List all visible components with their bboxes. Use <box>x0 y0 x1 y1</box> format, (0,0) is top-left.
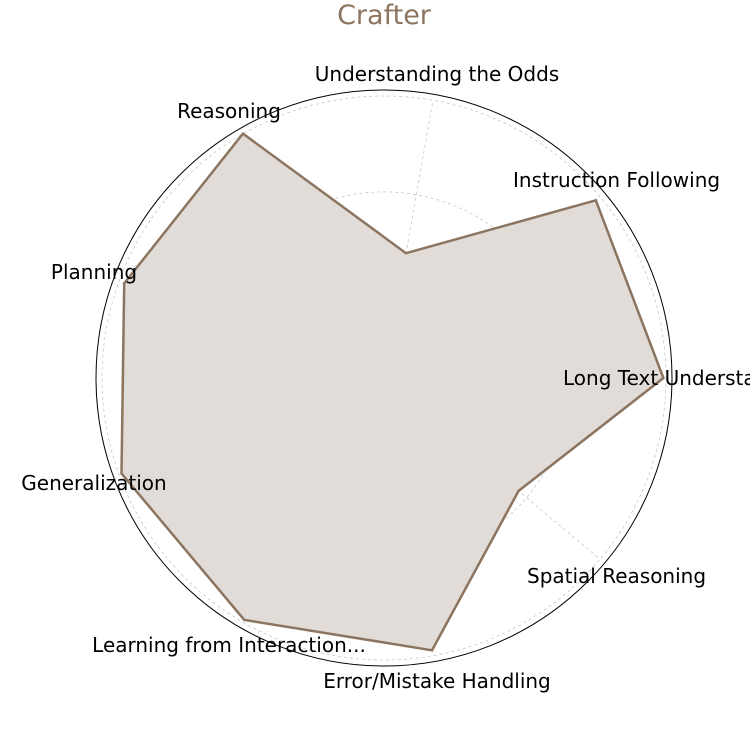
data-point-5 <box>122 282 126 285</box>
axis-label-3: Understanding the Odds <box>315 62 559 86</box>
axis-label-2: Instruction Following <box>513 168 720 192</box>
radar-outer-frame <box>95 89 673 667</box>
axis-labels: Long Text Understanding Instruction Follo… <box>21 62 750 693</box>
data-point-4 <box>241 132 245 135</box>
data-point-8 <box>430 649 434 652</box>
axis-label-6: Generalization <box>21 471 166 495</box>
data-point-3 <box>404 252 408 255</box>
chart-title: Crafter <box>337 0 432 31</box>
axis-label-8: Error/Mistake Handling <box>323 669 551 693</box>
axis-label-5: Planning <box>51 260 137 284</box>
grid-ring-3 <box>101 95 667 661</box>
data-point-6 <box>120 472 123 475</box>
axis-label-1: Long Text Understanding <box>563 366 750 390</box>
data-point-2 <box>594 199 597 202</box>
radar-series <box>120 132 665 652</box>
series-area-1 <box>120 132 665 652</box>
axis-label-7: Learning from Interaction... <box>92 633 366 657</box>
data-point-7 <box>243 618 246 622</box>
axis-label-4: Reasoning <box>177 99 281 123</box>
data-point-1 <box>662 376 665 380</box>
data-point-9 <box>517 489 520 493</box>
grid-spoke-3 <box>383 100 434 379</box>
axis-label-9: Spatial Reasoning <box>527 564 706 588</box>
